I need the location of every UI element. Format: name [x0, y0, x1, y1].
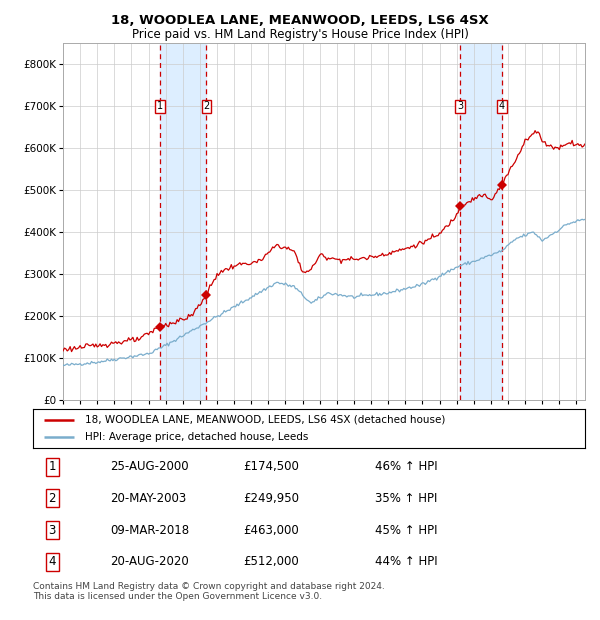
Text: £512,000: £512,000 — [243, 556, 299, 569]
Text: 4: 4 — [499, 101, 505, 112]
Text: 18, WOODLEA LANE, MEANWOOD, LEEDS, LS6 4SX: 18, WOODLEA LANE, MEANWOOD, LEEDS, LS6 4… — [111, 14, 489, 27]
Text: 1: 1 — [157, 101, 163, 112]
Text: 4: 4 — [49, 556, 56, 569]
Text: 18, WOODLEA LANE, MEANWOOD, LEEDS, LS6 4SX (detached house): 18, WOODLEA LANE, MEANWOOD, LEEDS, LS6 4… — [85, 415, 446, 425]
Text: 44% ↑ HPI: 44% ↑ HPI — [375, 556, 438, 569]
Text: £249,950: £249,950 — [243, 492, 299, 505]
Bar — [460, 43, 502, 400]
Text: £463,000: £463,000 — [243, 524, 299, 537]
Bar — [160, 43, 206, 400]
Text: 09-MAR-2018: 09-MAR-2018 — [110, 524, 190, 537]
Text: 2: 2 — [203, 101, 209, 112]
Text: 46% ↑ HPI: 46% ↑ HPI — [375, 460, 438, 473]
Text: 35% ↑ HPI: 35% ↑ HPI — [375, 492, 437, 505]
Text: £174,500: £174,500 — [243, 460, 299, 473]
Text: 25-AUG-2000: 25-AUG-2000 — [110, 460, 189, 473]
Text: 1: 1 — [49, 460, 56, 473]
Text: Contains HM Land Registry data © Crown copyright and database right 2024.
This d: Contains HM Land Registry data © Crown c… — [33, 582, 385, 601]
Text: 20-MAY-2003: 20-MAY-2003 — [110, 492, 187, 505]
Text: HPI: Average price, detached house, Leeds: HPI: Average price, detached house, Leed… — [85, 432, 309, 442]
Text: 45% ↑ HPI: 45% ↑ HPI — [375, 524, 438, 537]
Text: 3: 3 — [49, 524, 56, 537]
Text: Price paid vs. HM Land Registry's House Price Index (HPI): Price paid vs. HM Land Registry's House … — [131, 28, 469, 41]
Text: 20-AUG-2020: 20-AUG-2020 — [110, 556, 189, 569]
Text: 2: 2 — [49, 492, 56, 505]
Text: 3: 3 — [457, 101, 463, 112]
